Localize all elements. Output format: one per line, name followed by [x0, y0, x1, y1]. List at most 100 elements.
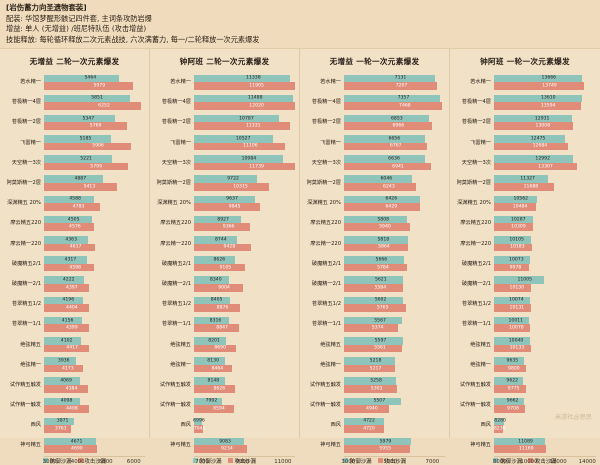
defense-bar-wrap: 3936 [44, 357, 145, 365]
attack-bar [194, 203, 260, 211]
defense-bar [344, 175, 413, 184]
defense-bar [44, 377, 80, 385]
attack-bar [494, 384, 526, 393]
defense-bar-wrap: 4196 [44, 296, 145, 305]
attack-bar [194, 162, 295, 171]
category-label: 飞雷精一 [470, 139, 491, 146]
attack-bar [344, 425, 385, 433]
defense-bar [194, 135, 274, 143]
defense-bar-wrap: 5818 [344, 236, 445, 244]
attack-bar-wrap: 9978 [494, 263, 596, 272]
defense-bar [194, 296, 231, 305]
attack-bar-wrap: 5413 [44, 183, 145, 191]
defense-bar-wrap: 10287 [494, 215, 596, 224]
category-label: 破魔精一2/1 [11, 280, 41, 287]
category-label: 绝弦精五 [320, 341, 341, 348]
category-label: 深渊精五 20% [457, 200, 491, 207]
attack-bar [194, 102, 295, 110]
chart-row: 破魔精五2/1 5666 5784 [312, 254, 445, 274]
attack-bar [194, 263, 245, 272]
attack-bar-wrap: 5955 [344, 445, 445, 454]
chart-row: 破魔精一2/1 4222 4397 [12, 274, 145, 294]
header-skill-line: 技能释放: 每轮循环释放二次元素战技, 六次满蓄力, 每一/二轮释放一次元素爆发 [6, 34, 260, 44]
defense-bar [194, 377, 226, 385]
category-label: 试作精一触发 [459, 402, 491, 409]
defense-bar [44, 296, 84, 305]
category-label: 苍翠精一1/1 [161, 321, 191, 328]
category-label: 苍极精一4层 [461, 99, 491, 106]
attack-bar-wrap: 11905 [194, 82, 295, 90]
category-label: 深渊精五 20% [307, 200, 341, 207]
chart-row: 神弓精五 9083 9234 [170, 435, 295, 455]
defense-bar-wrap: 6046 [344, 175, 445, 184]
defense-bar [194, 114, 279, 123]
attack-bar-wrap: 3763 [44, 425, 145, 433]
category-label: 天空精一3次 [11, 159, 41, 166]
attack-bar [194, 142, 286, 151]
defense-bar-wrap: 11338 [194, 74, 295, 83]
category-label: 破魔精一2/1 [461, 280, 491, 287]
category-label: 试作精五触发 [459, 381, 491, 388]
attack-bar-wrap: 5799 [44, 162, 145, 171]
defense-bar [344, 135, 426, 143]
defense-bar [194, 256, 235, 264]
attack-bar-wrap: 5217 [344, 364, 445, 373]
x-axis: 3000 5000 7000 [341, 455, 445, 465]
category-label: 试作精五触发 [9, 381, 41, 388]
category-label: 摩云精一220 [10, 240, 41, 247]
category-label: 苍极精一2层 [11, 119, 41, 126]
chart-panels-row: 无增益 二轮一次元素爆发 若水精一 5464 5979 苍极精一4层 5851 6252 苍极… [0, 48, 600, 465]
header-buff-line: 增益: 单人 (无增益) /班尼特队伍 (攻击增益) [6, 24, 147, 34]
defense-bar [344, 437, 411, 446]
attack-bar-wrap: 7468 [344, 102, 445, 110]
category-label: 苍极精一2层 [461, 119, 491, 126]
category-label: 阿莫斯精一2层 [456, 180, 491, 187]
attack-bar [494, 344, 531, 353]
chart-row: 苍极精一2层 6853 6966 [312, 112, 445, 132]
attack-bar [344, 223, 411, 231]
defense-bar-wrap: 10073 [494, 256, 596, 264]
chart-row: 深渊精五 20% 10562 10484 [457, 193, 596, 213]
attack-bar-wrap: 6767 [344, 142, 445, 151]
attack-bar [44, 405, 90, 413]
defense-bar-wrap: 9083 [194, 437, 295, 446]
chart-row: 苍极精一4层 11488 12020 [162, 92, 295, 112]
plot-area: 若水精一 11338 11905 苍极精一4层 11488 12020 苍极精一2层 1078… [150, 72, 299, 456]
defense-bar [494, 296, 531, 305]
attack-bar-wrap: 13307 [494, 162, 596, 171]
category-label: 若水精一 [20, 79, 41, 86]
attack-bar-wrap: 10484 [494, 203, 596, 211]
chart-row: 飞雷精一 12475 12684 [470, 133, 596, 153]
defense-bar-wrap: 6996 [193, 417, 295, 426]
category-label: 飞雷精一 [320, 139, 341, 146]
chart-row: 阿莫斯精一2层 4887 5413 [7, 173, 145, 193]
defense-bar [194, 397, 223, 406]
category-label: 神弓精五 [20, 442, 41, 449]
attack-bar-wrap: 13008 [494, 122, 596, 131]
defense-bar [494, 437, 545, 446]
defense-bar-wrap: 8405 [194, 296, 295, 305]
category-label: 西风 [30, 422, 41, 429]
defense-bar-wrap: 13666 [494, 74, 596, 83]
category-label: 深渊精五 20% [157, 200, 191, 207]
attack-bar-wrap: 4598 [44, 263, 145, 272]
attack-bar-wrap: 11688 [494, 183, 596, 191]
chart-row: 阿莫斯精一2层 11327 11688 [457, 173, 596, 193]
attack-bar [494, 263, 529, 272]
category-label: 西风 [180, 422, 191, 429]
category-label: 天空精一3次 [461, 159, 491, 166]
category-label: 破魔精五2/1 [461, 260, 491, 267]
attack-bar [194, 82, 295, 90]
chart-panel-4: 钟阿班 一轮一次元素爆发 若水精一 13666 13749 苍极精一4层 13610 135… [450, 49, 600, 465]
x-axis-tick: 3000 [42, 458, 57, 465]
defense-bar [194, 175, 258, 184]
defense-bar-wrap: 5464 [44, 74, 145, 83]
attack-bar [494, 162, 578, 171]
chart-row: 苍翠精五1/2 8405 8876 [162, 294, 295, 314]
defense-bar-wrap: 4222 [44, 276, 145, 284]
attack-bar [44, 243, 95, 252]
defense-bar-wrap: 5621 [344, 276, 445, 284]
chart-row: 天空精一3次 6636 6941 [312, 153, 445, 173]
defense-bar [344, 256, 405, 264]
attack-bar [194, 243, 252, 252]
